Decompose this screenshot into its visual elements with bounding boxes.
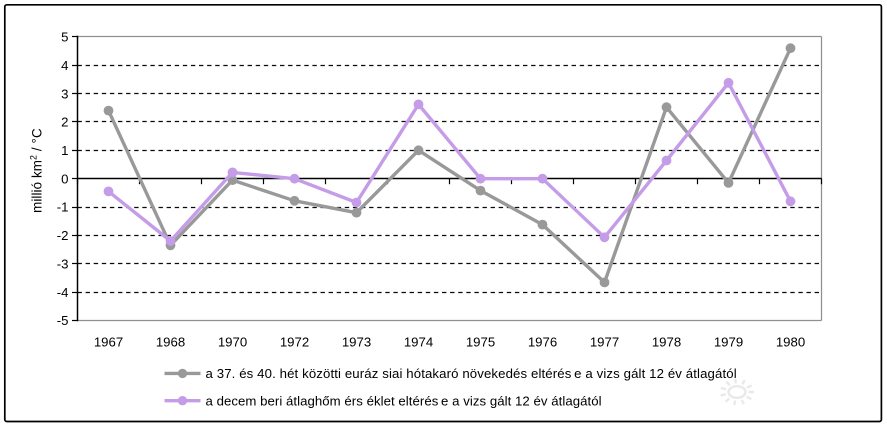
svg-text:-1: -1: [57, 200, 69, 215]
svg-text:-3: -3: [57, 256, 69, 271]
svg-text:2: 2: [61, 115, 68, 130]
svg-text:0: 0: [61, 171, 68, 186]
svg-text:-2: -2: [57, 228, 69, 243]
svg-text:1976: 1976: [528, 334, 557, 349]
svg-text:a decem beri átlaghőm érs ékle: a decem beri átlaghőm érs éklet eltérés …: [206, 393, 602, 408]
svg-text:1979: 1979: [714, 334, 743, 349]
svg-text:1977: 1977: [590, 334, 619, 349]
svg-text:1974: 1974: [404, 334, 433, 349]
svg-text:3: 3: [61, 86, 68, 101]
svg-text:-4: -4: [57, 285, 69, 300]
svg-text:millió km2 / °C: millió km2 / °C: [29, 128, 45, 213]
svg-text:1968: 1968: [156, 334, 185, 349]
svg-text:1978: 1978: [652, 334, 681, 349]
svg-text:1967: 1967: [94, 334, 123, 349]
svg-text:a 37. és 40. hét közötti euráz: a 37. és 40. hét közötti euráz siai hóta…: [206, 366, 737, 381]
svg-text:-5: -5: [57, 313, 69, 328]
svg-text:1972: 1972: [280, 334, 309, 349]
svg-text:1: 1: [61, 143, 68, 158]
svg-text:4: 4: [61, 58, 68, 73]
svg-text:1980: 1980: [776, 334, 805, 349]
svg-text:1970: 1970: [218, 334, 247, 349]
svg-text:1973: 1973: [342, 334, 371, 349]
svg-text:5: 5: [61, 30, 68, 45]
svg-text:1975: 1975: [466, 334, 495, 349]
